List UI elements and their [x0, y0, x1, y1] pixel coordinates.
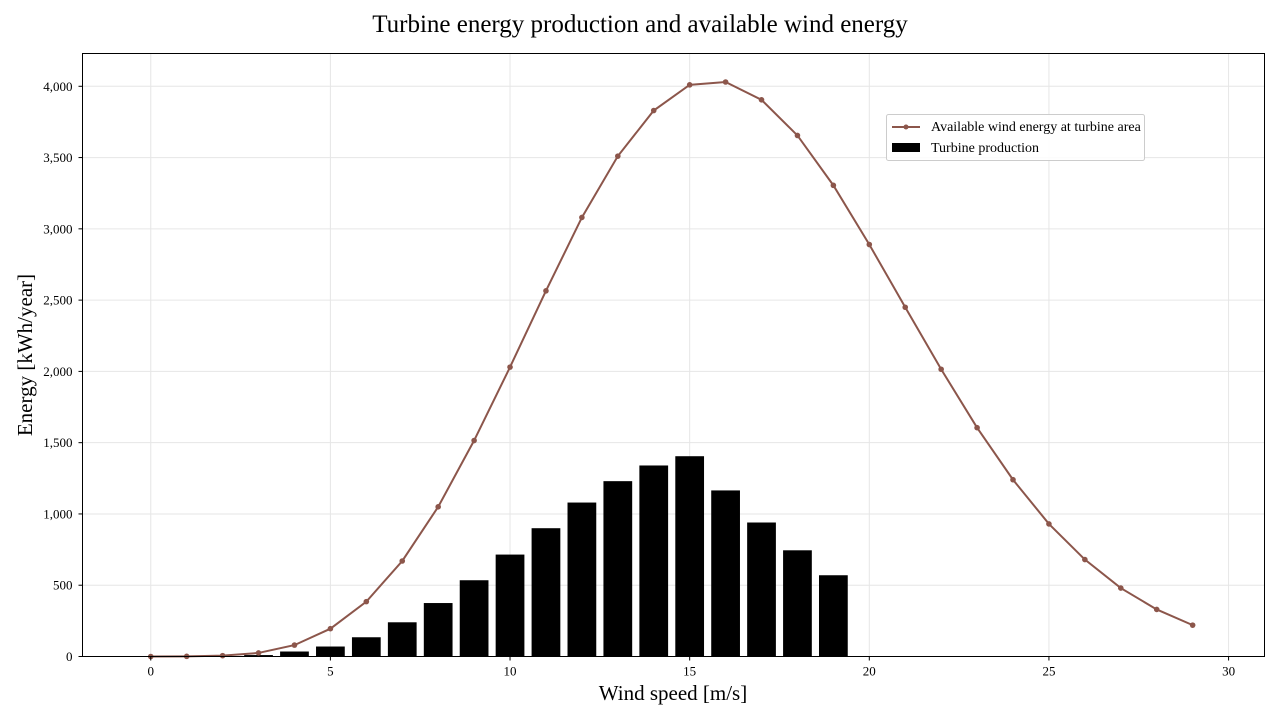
- y-tick-label: 3,500: [43, 150, 72, 165]
- bar: [819, 575, 848, 657]
- bar: [387, 622, 417, 657]
- bar: [747, 522, 776, 657]
- x-axis: 0 5 10 15 20 25 30: [148, 656, 1235, 679]
- bar: [316, 646, 345, 657]
- line-point: [1046, 521, 1052, 527]
- y-tick-label: 0: [66, 649, 73, 664]
- x-tick-label: 30: [1222, 664, 1235, 679]
- bar: [567, 502, 597, 657]
- y-tick-label: 1,500: [43, 435, 72, 450]
- line-point: [1010, 476, 1016, 483]
- plot-frame: [82, 53, 1265, 657]
- line-point: [974, 424, 980, 431]
- line-point: [219, 652, 226, 659]
- line-point: [866, 241, 873, 248]
- line-point: [615, 153, 621, 159]
- legend-box: [886, 114, 1145, 161]
- line-point: [363, 598, 370, 605]
- line-point: [507, 364, 513, 370]
- bar: [280, 651, 309, 657]
- line-point: [686, 82, 693, 88]
- line-point: [255, 650, 262, 656]
- line-point: [327, 625, 334, 632]
- x-axis-label: Wind speed [m/s]: [599, 681, 747, 705]
- line-point: [1117, 585, 1124, 591]
- line-point: [830, 182, 837, 189]
- line-point: [1189, 622, 1196, 628]
- line-point: [1153, 606, 1160, 613]
- legend: Available wind energy at turbine area Tu…: [886, 114, 1145, 161]
- line-point: [399, 558, 406, 564]
- bar: [711, 490, 740, 657]
- line-point: [435, 504, 441, 510]
- y-tick-label: 2,000: [43, 364, 72, 379]
- line-point: [902, 304, 909, 311]
- bar: [783, 550, 812, 657]
- line-point: [938, 366, 944, 373]
- y-axis-label: Energy [kWh/year]: [13, 274, 37, 436]
- x-tick-label: 10: [504, 664, 517, 679]
- chart-title: Turbine energy production and available …: [372, 11, 908, 38]
- x-tick-label: 20: [863, 664, 876, 679]
- line-point: [722, 79, 729, 85]
- bar: [495, 554, 525, 657]
- bar-series-turbine-production: [244, 456, 848, 657]
- series-line: [150, 80, 1194, 658]
- y-axis: 0 500 1,000 1,500 2,000 2,500 3,000 3,500 4,000: [43, 79, 83, 664]
- legend-entry-turbine-production: Turbine production: [931, 141, 1039, 156]
- x-tick-label: 15: [683, 664, 696, 679]
- line-series-available-wind-energy: [147, 79, 1196, 660]
- y-tick-label: 2,500: [43, 293, 72, 308]
- line-point: [543, 288, 549, 294]
- bar: [423, 603, 453, 657]
- line-point: [758, 97, 765, 103]
- y-tick-label: 4,000: [43, 79, 72, 94]
- bar: [531, 528, 561, 657]
- line-point: [579, 214, 585, 221]
- line-point: [650, 107, 657, 114]
- line-point: [471, 437, 477, 444]
- bar: [244, 655, 273, 657]
- x-tick-label: 25: [1042, 664, 1055, 679]
- line-point: [794, 132, 801, 139]
- bar: [639, 465, 669, 657]
- bar: [603, 481, 633, 657]
- legend-marker-swatch: [903, 124, 909, 130]
- legend-bar-swatch: [892, 143, 920, 152]
- y-tick-label: 1,000: [43, 506, 72, 521]
- line-point: [291, 642, 298, 648]
- bar: [459, 580, 489, 657]
- y-tick-label: 500: [53, 578, 73, 593]
- legend-entry-available-wind-energy: Available wind energy at turbine area: [931, 120, 1142, 135]
- x-tick-label: 5: [327, 664, 334, 679]
- y-tick-label: 3,000: [43, 221, 72, 236]
- bar: [675, 456, 705, 657]
- x-tick-label: 0: [148, 664, 155, 679]
- bar: [351, 637, 381, 657]
- line-point: [1082, 556, 1088, 563]
